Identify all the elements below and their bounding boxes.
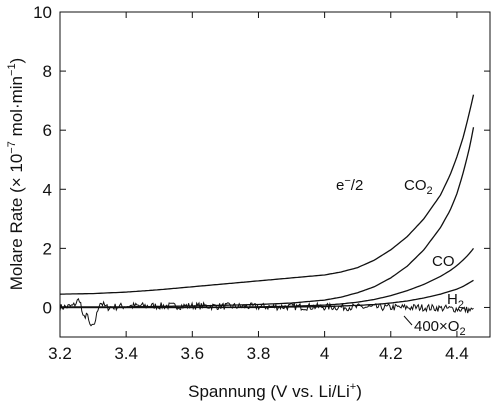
y-tick-label: 2 — [43, 239, 52, 258]
series-label-e-half: e−/2 — [336, 175, 363, 194]
series-line-3 — [60, 279, 474, 309]
y-tick-label: 6 — [43, 121, 52, 140]
series-line-4 — [59, 297, 474, 327]
x-tick-label: 3.4 — [114, 344, 138, 363]
x-tick-label: 3.8 — [247, 344, 271, 363]
x-tick-label: 3.2 — [48, 344, 72, 363]
series-label-h2: H2 — [447, 291, 464, 311]
series-label-co2: CO2 — [404, 177, 433, 197]
x-axis-title: Spannung (V vs. Li/Li+) — [188, 381, 362, 401]
x-tick-label: 4.2 — [379, 344, 403, 363]
series-line-2 — [60, 248, 475, 309]
x-tick-label: 3.6 — [180, 344, 204, 363]
y-tick-label: 8 — [43, 62, 52, 81]
series-line-0 — [59, 94, 475, 295]
y-tick-label: 10 — [33, 3, 52, 22]
y-tick-label: 0 — [43, 298, 52, 317]
x-tick-label: 4.4 — [445, 344, 469, 363]
axis-ticks: 3.2 3.4 3.6 3.8 4 4.2 4.4 0 2 4 6 8 10 — [33, 3, 490, 363]
y-axis-title: Molare Rate (× 10−7 mol·min−1) — [6, 58, 26, 290]
series-lines — [59, 94, 475, 327]
series-label-o2: 400×O2 — [414, 318, 466, 338]
o2-label-leader — [403, 315, 413, 326]
plot-frame — [59, 11, 491, 338]
series-label-co: CO — [432, 253, 455, 270]
y-tick-label: 4 — [43, 180, 52, 199]
x-tick-label: 4 — [320, 344, 329, 363]
